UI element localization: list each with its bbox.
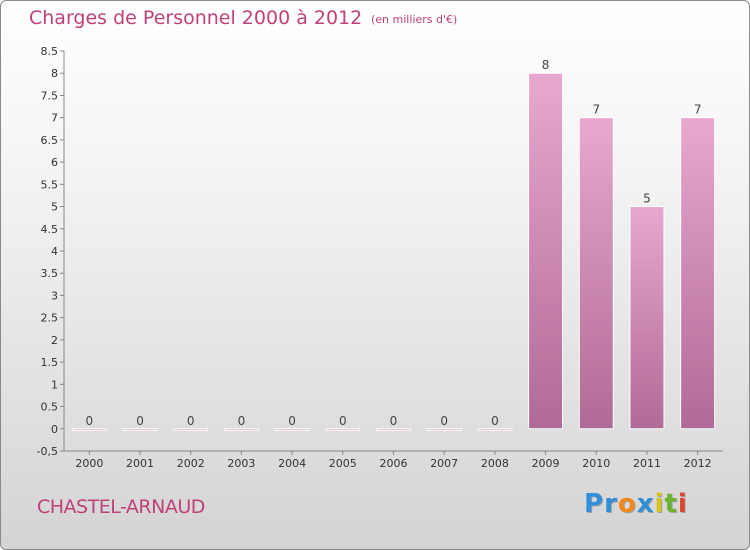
bar (122, 428, 158, 431)
y-tick-label: 2 (51, 334, 58, 347)
bar-value-label: 0 (440, 414, 448, 428)
x-tick-label: 2009 (532, 457, 560, 470)
chart-axes: -0,5 0 0.5 1 1.5 2 2.5 3 3.5 4 4.5 5 5.5 6 6.5 7 7.5 8 8.5… (37, 45, 723, 470)
bar-value-label: 7 (694, 103, 702, 117)
logo-letter: t (664, 489, 678, 519)
bar (629, 206, 665, 430)
bar (528, 72, 564, 430)
y-tick-label: 4.5 (41, 223, 59, 236)
chart-subtitle: (en milliers d'€) (371, 13, 458, 26)
y-tick-label: 6 (51, 156, 58, 169)
x-tick-label: 2004 (278, 457, 306, 470)
x-tick-label: 2012 (684, 457, 712, 470)
x-tick-label: 2001 (126, 457, 154, 470)
x-tick-label: 2011 (633, 457, 661, 470)
chart-bars (71, 72, 716, 431)
x-tick-label: 2003 (227, 457, 255, 470)
bar (173, 428, 209, 431)
y-tick-label: 1 (51, 378, 58, 391)
y-tick-label: 0.5 (41, 401, 59, 414)
x-tick-label: 2007 (430, 457, 458, 470)
bar (426, 428, 462, 431)
y-tick-label: 6.5 (41, 134, 59, 147)
bar (223, 428, 259, 431)
x-tick-label: 2008 (481, 457, 509, 470)
bar-value-label: 7 (592, 103, 600, 117)
y-tick-label: 1.5 (41, 356, 59, 369)
bar (325, 428, 361, 431)
bar-value-label: 8 (542, 58, 550, 72)
y-tick-label: 3 (51, 289, 58, 302)
chart-title: Charges de Personnel 2000 à 2012 (29, 7, 363, 29)
logo-letter: o (617, 489, 637, 519)
y-tick-label: 4 (51, 245, 58, 258)
bar-value-label: 0 (390, 414, 398, 428)
y-tick-label: 2.5 (41, 312, 59, 325)
y-tick-label: -0,5 (37, 445, 58, 458)
logo-letter: P (584, 489, 605, 519)
bar (376, 428, 411, 431)
x-tick-label: 2010 (582, 457, 610, 470)
y-tick-label: 7 (51, 112, 58, 125)
logo-letter: i (654, 489, 665, 519)
y-tick-label: 5.5 (41, 178, 59, 191)
chart-labels: 0 0 0 0 0 0 0 0 0 8 7 5 7 (86, 58, 702, 428)
y-tick-label: 7.5 (41, 89, 59, 102)
logo-letter: r (604, 489, 618, 519)
logo-letter: i (677, 489, 688, 519)
bar (477, 428, 513, 431)
x-tick-label: 2006 (380, 457, 408, 470)
bar-value-label: 0 (491, 414, 499, 428)
proxiti-logo[interactable]: Proxiti (584, 489, 688, 519)
y-tick-label: 8 (51, 67, 58, 80)
y-tick-label: 5 (51, 201, 58, 214)
bar (71, 428, 107, 431)
bar-value-label: 0 (136, 414, 144, 428)
bar (680, 117, 716, 430)
bar-value-label: 0 (238, 414, 246, 428)
bar-value-label: 5 (643, 192, 651, 206)
bar-value-label: 0 (86, 414, 94, 428)
logo-letter: x (636, 489, 655, 519)
bar-value-label: 0 (339, 414, 347, 428)
bar-value-label: 0 (288, 414, 296, 428)
x-tick-label: 2000 (75, 457, 103, 470)
commune-name: CHASTEL-ARNAUD (37, 496, 205, 518)
bar (578, 117, 614, 430)
y-tick-label: 3.5 (41, 267, 59, 280)
y-tick-label: 8.5 (41, 45, 59, 58)
x-tick-label: 2005 (329, 457, 357, 470)
x-tick-label: 2002 (177, 457, 205, 470)
bar (274, 428, 310, 431)
y-tick-label: 0 (51, 423, 58, 436)
bar-value-label: 0 (187, 414, 195, 428)
